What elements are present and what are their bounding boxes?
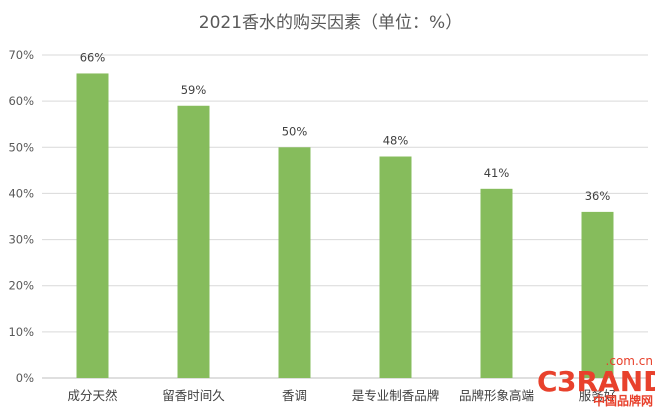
- y-tick-label: 70%: [8, 48, 34, 62]
- data-label: 41%: [484, 166, 510, 180]
- bar: [278, 147, 311, 378]
- bar: [379, 156, 412, 378]
- x-tick-label: 留香时间久: [162, 388, 225, 403]
- brand-watermark-logo: .com.cn C 3RAND 中国品牌网: [537, 354, 655, 407]
- x-tick-label: 服务好: [579, 388, 617, 403]
- x-tick-label: 香调: [282, 388, 307, 403]
- bar: [581, 211, 614, 378]
- data-label: 36%: [585, 189, 611, 203]
- x-tick-label: 品牌形象高端: [459, 388, 534, 403]
- x-tick-label: 是专业制香品牌: [352, 388, 440, 403]
- data-label: 48%: [383, 134, 409, 148]
- data-label: 66%: [80, 50, 106, 64]
- bar: [76, 73, 109, 378]
- data-label: 50%: [282, 124, 308, 138]
- y-tick-label: 40%: [8, 186, 34, 200]
- bar: [480, 188, 513, 378]
- y-tick-label: 0%: [16, 371, 34, 385]
- data-label: 59%: [181, 83, 207, 97]
- y-tick-label: 50%: [8, 140, 34, 154]
- y-tick-label: 30%: [8, 233, 34, 247]
- watermark-brand-prefix: C: [537, 365, 558, 398]
- watermark-brand: 3RAND: [557, 365, 655, 398]
- y-tick-label: 10%: [8, 325, 34, 339]
- bar: [177, 105, 210, 378]
- chart-title: 2021香水的购买因素（单位：%）: [198, 13, 463, 33]
- watermark-domain: .com.cn: [606, 354, 653, 368]
- watermark-tagline: 中国品牌网: [593, 393, 653, 407]
- y-tick-label: 60%: [8, 94, 34, 108]
- y-tick-label: 20%: [8, 279, 34, 293]
- x-tick-label: 成分天然: [67, 388, 117, 403]
